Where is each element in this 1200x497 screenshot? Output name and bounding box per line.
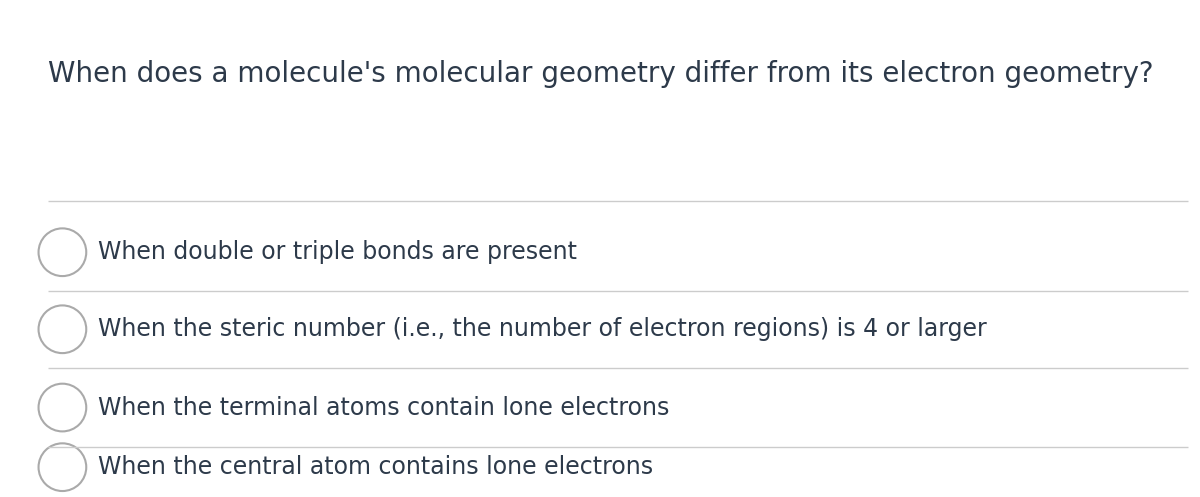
Text: When does a molecule's molecular geometry differ from its electron geometry?: When does a molecule's molecular geometr…	[48, 60, 1153, 87]
Text: When the steric number (i.e., the number of electron regions) is 4 or larger: When the steric number (i.e., the number…	[98, 317, 988, 341]
Text: When the central atom contains lone electrons: When the central atom contains lone elec…	[98, 455, 654, 479]
Text: When the terminal atoms contain lone electrons: When the terminal atoms contain lone ele…	[98, 396, 670, 419]
Text: When double or triple bonds are present: When double or triple bonds are present	[98, 240, 577, 264]
